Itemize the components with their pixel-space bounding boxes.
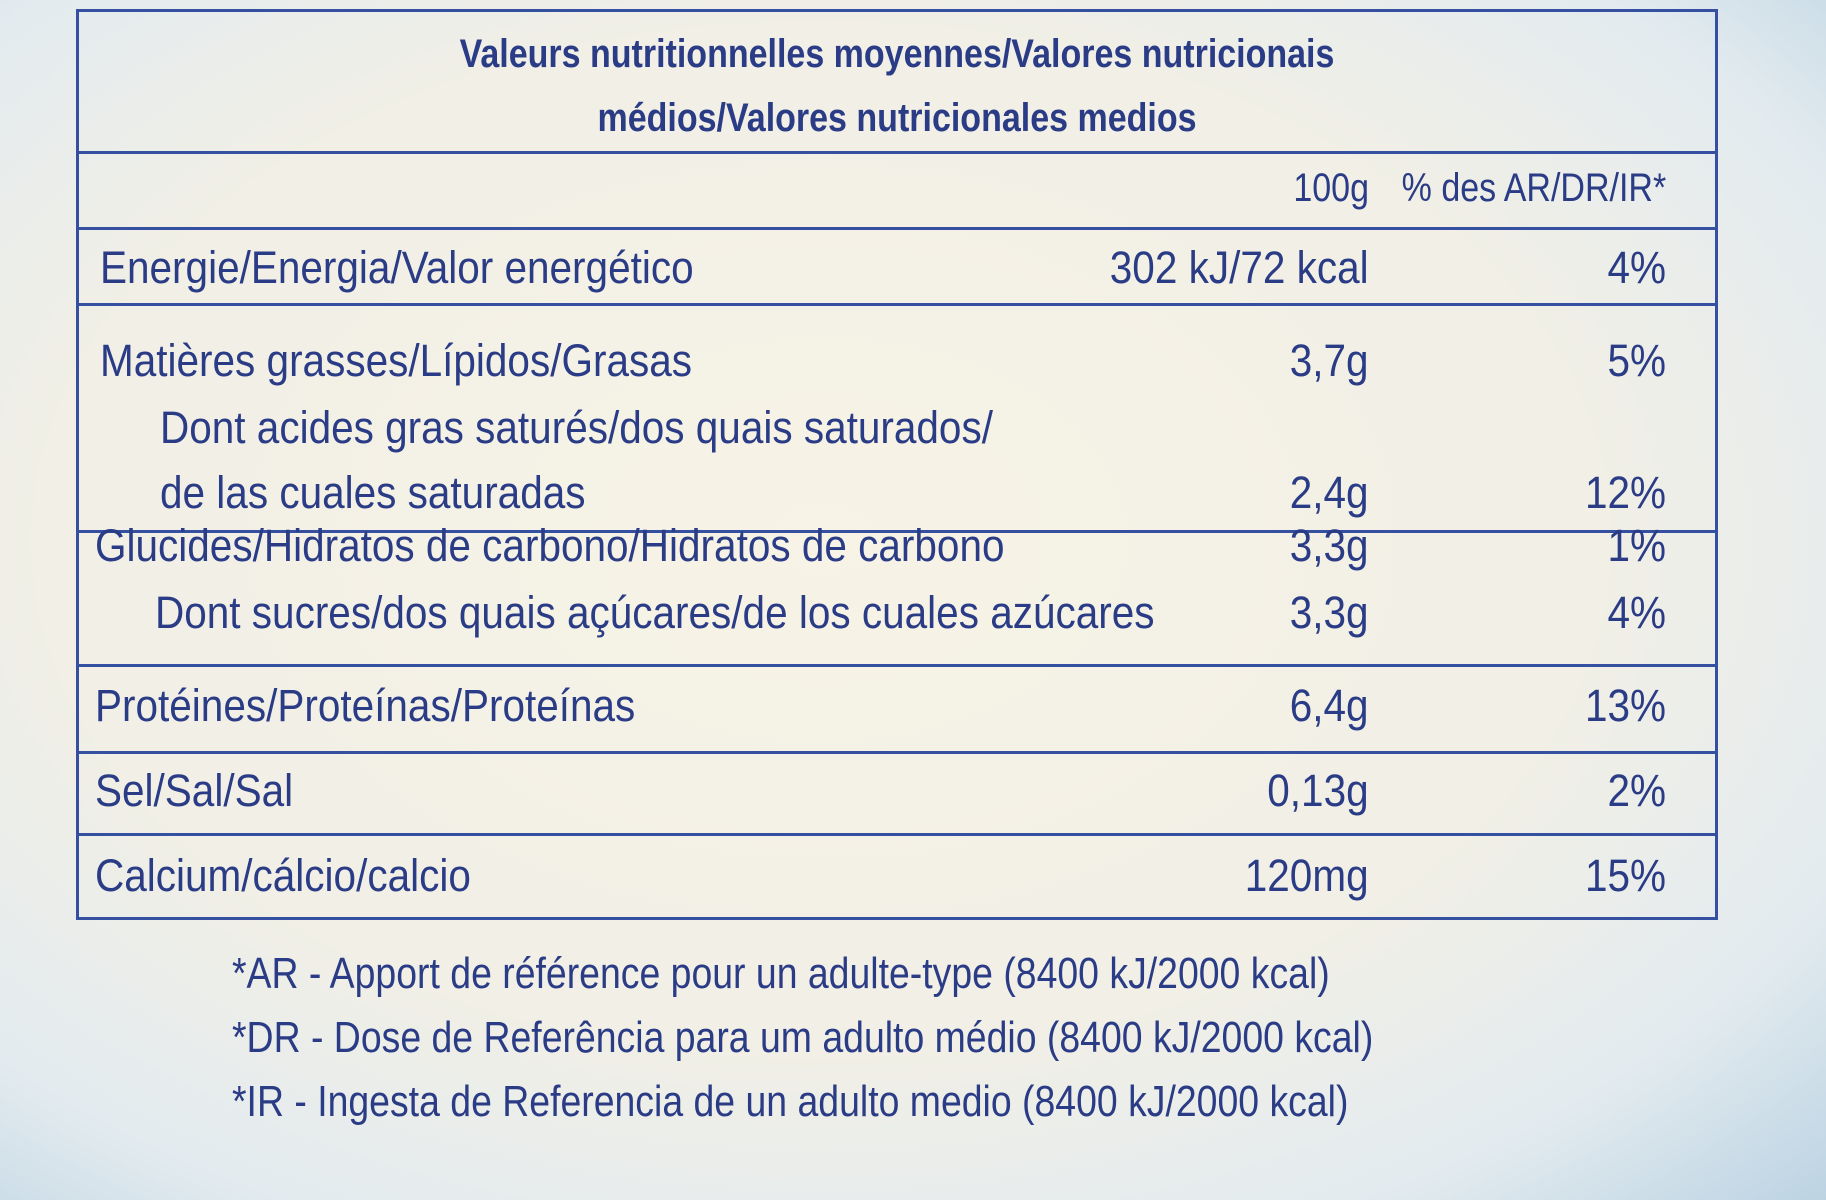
column-header: % des AR/DR/IR*	[1401, 166, 1666, 210]
row-divider	[76, 833, 1718, 836]
row-value: 3,3g	[1290, 587, 1369, 638]
row-label: Dont sucres/dos quais açúcares/de los cu…	[155, 587, 1155, 638]
row-divider	[76, 664, 1718, 667]
row-label: Dont acides gras saturés/dos quais satur…	[160, 402, 993, 453]
row-value: 2,4g	[1290, 467, 1369, 518]
table-border	[76, 9, 1718, 920]
title-line: médios/Valores nutricionales medios	[597, 96, 1197, 140]
footnote: *DR - Dose de Referência para um adulto …	[232, 1013, 1374, 1062]
row-label: Matières grasses/Lípidos/Grasas	[100, 335, 693, 386]
row-divider	[76, 151, 1718, 154]
row-percent: 4%	[1607, 242, 1666, 293]
row-percent: 5%	[1607, 335, 1666, 386]
row-value: 302 kJ/72 kcal	[1110, 242, 1369, 293]
row-label: Glucides/Hidratos de carbono/Hidratos de…	[95, 520, 1005, 571]
row-value: 6,4g	[1290, 680, 1369, 731]
title-line: Valeurs nutritionnelles moyennes/Valores…	[459, 32, 1335, 76]
row-percent: 15%	[1584, 850, 1666, 901]
row-percent: 1%	[1607, 520, 1666, 571]
row-value: 0,13g	[1267, 765, 1369, 816]
row-percent: 13%	[1584, 680, 1666, 731]
row-divider	[76, 530, 1718, 533]
row-percent: 4%	[1607, 587, 1666, 638]
row-label: Energie/Energia/Valor energético	[100, 242, 694, 293]
row-value: 3,3g	[1290, 520, 1369, 571]
row-label: Calcium/cálcio/calcio	[95, 850, 471, 901]
row-value: 120mg	[1245, 850, 1369, 901]
footnote: *AR - Apport de référence pour un adulte…	[232, 949, 1330, 998]
row-label: Protéines/Proteínas/Proteínas	[95, 680, 636, 731]
row-value: 3,7g	[1290, 335, 1369, 386]
footnote: *IR - Ingesta de Referencia de un adulto…	[232, 1077, 1349, 1126]
row-divider	[76, 751, 1718, 754]
row-label: de las cuales saturadas	[160, 467, 586, 518]
column-header: 100g	[1293, 166, 1369, 210]
row-label: Sel/Sal/Sal	[95, 765, 294, 816]
row-divider	[76, 227, 1718, 230]
row-percent: 12%	[1584, 467, 1666, 518]
row-divider	[76, 303, 1718, 306]
row-percent: 2%	[1607, 765, 1666, 816]
